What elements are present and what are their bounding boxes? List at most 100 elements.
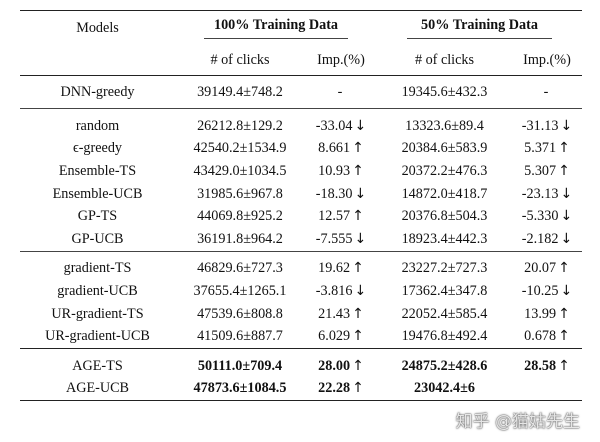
trend-arrow-icon: ↑ (352, 260, 364, 277)
trend-arrow-icon: ↑ (352, 328, 364, 345)
imp-cell-100: -7.555 ↓ (315, 230, 367, 247)
model-cell: gradient-UCB (57, 282, 138, 299)
trend-arrow-icon: ↑ (558, 162, 570, 179)
clicks-cell-50: 23042.4±6 (414, 380, 475, 397)
imp-cell-100: -33.04 ↓ (315, 117, 367, 134)
table-row: AGE-UCB 47873.6±1084.5 22.28 ↑ 23042.4±6 (20, 378, 582, 401)
trend-arrow-icon: ↑ (352, 208, 364, 225)
models-header: Models (76, 19, 119, 36)
clicks-cell-100: 44069.8±925.2 (197, 208, 283, 225)
clicks-cell-50: 20376.8±504.3 (401, 208, 488, 225)
table-row: gradient-UCB 37655.4±1265.1 -3.816 ↓ 17362.4… (20, 280, 582, 303)
imp-cell-100: 6.029 ↑ (318, 328, 364, 345)
imp-cell-50: -10.25 ↓ (521, 282, 573, 299)
clicks-cell-100: 36191.8±964.2 (197, 230, 283, 247)
trend-arrow-icon: ↓ (560, 208, 573, 225)
group-header-50: 50% Training Data (377, 11, 582, 46)
clicks-header-50: # of clicks (414, 51, 475, 68)
trend-arrow-icon: ↑ (558, 357, 570, 374)
imp-cell-50: 13.99 ↑ (524, 305, 570, 322)
header-row-1: Models 100% Training Data 50% Training D… (20, 10, 582, 46)
trend-arrow-icon: ↑ (352, 162, 364, 179)
clicks-cell-50: 23227.2±727.3 (401, 260, 488, 277)
group-header-100: 100% Training Data (175, 11, 377, 46)
model-cell: UR-gradient-UCB (45, 328, 150, 345)
model-cell: Ensemble-TS (58, 162, 137, 179)
clicks-cell-50: 14872.0±418.7 (401, 185, 488, 202)
imp-cell-100: 22.28 ↑ (318, 380, 364, 397)
clicks-cell-100: 42540.2±1534.9 (193, 140, 287, 157)
model-cell: ϵ-greedy (72, 140, 123, 157)
imp-cell-100: -3.816 ↓ (315, 282, 367, 299)
trend-arrow-icon: ↓ (560, 282, 573, 299)
clicks-cell-100: 47873.6±1084.5 (193, 380, 287, 397)
imp-cell-100: 19.62 ↑ (318, 260, 364, 277)
model-cell: gradient-TS (63, 260, 132, 277)
imp-cell-100: -18.30 ↓ (315, 185, 367, 202)
table-row: Ensemble-UCB 31985.6±967.8 -18.30 ↓ 14872.0±… (20, 183, 582, 206)
trend-arrow-icon: ↑ (352, 380, 364, 397)
table-row: GP-UCB 36191.8±964.2 -7.555 ↓ 18923.4±442.3 -… (20, 228, 582, 251)
table-row: GP-TS 44069.8±925.2 12.57 ↑ 20376.8±504.3 -5.… (20, 205, 582, 228)
table-row: UR-gradient-UCB 41509.6±887.7 6.029 ↑ 19476.… (20, 325, 582, 348)
imp-cell-50: - (543, 83, 549, 100)
clicks-cell-100: 47539.6±808.8 (197, 305, 283, 322)
trend-arrow-icon: ↓ (560, 185, 573, 202)
table-row: random 26212.8±129.2 -33.04 ↓ 13323.6±89.4 -3… (20, 108, 582, 138)
trend-arrow-icon: ↓ (354, 230, 367, 247)
clicks-cell-50: 17362.4±347.8 (401, 282, 488, 299)
clicks-cell-50: 22052.4±585.4 (401, 305, 488, 322)
imp-cell-50: -31.13 ↓ (521, 117, 573, 134)
clicks-cell-50: 20384.6±583.9 (401, 140, 488, 157)
model-cell: random (75, 117, 120, 134)
model-cell: Ensemble-UCB (52, 185, 143, 202)
clicks-cell-50: 24875.2±428.6 (401, 357, 488, 374)
watermark: 知乎 @猫姑先生 (455, 412, 580, 432)
model-cell: DNN-greedy (60, 83, 135, 100)
clicks-cell-100: 46829.6±727.3 (197, 260, 283, 277)
model-cell: GP-TS (77, 208, 118, 225)
table-row: ϵ-greedy 42540.2±1534.9 8.661 ↑ 20384.6±583.… (20, 138, 582, 161)
header-row-2: # of clicks Imp.(%) # of clicks Imp.(%) (20, 45, 582, 76)
clicks-cell-50: 13323.6±89.4 (405, 117, 484, 134)
clicks-cell-100: 50111.0±709.4 (197, 357, 283, 374)
imp-cell-50: -5.330 ↓ (521, 208, 573, 225)
table-row: gradient-TS 46829.6±727.3 19.62 ↑ 23227.2±72… (20, 251, 582, 280)
table-row: Ensemble-TS 43429.0±1034.5 10.93 ↑ 20372.2±4… (20, 160, 582, 183)
clicks-cell-100: 37655.4±1265.1 (193, 282, 287, 299)
clicks-cell-100: 39149.4±748.2 (197, 83, 283, 100)
trend-arrow-icon: ↓ (354, 117, 367, 134)
imp-header-50: Imp.(%) (523, 51, 571, 68)
table-row: UR-gradient-TS 47539.6±808.8 21.43 ↑ 22052.4… (20, 303, 582, 326)
imp-cell-50: 20.07 ↑ (524, 260, 570, 277)
trend-arrow-icon: ↑ (352, 305, 364, 322)
model-cell: AGE-TS (72, 357, 123, 374)
trend-arrow-icon: ↑ (558, 328, 570, 345)
results-table: Models 100% Training Data 50% Training D… (20, 10, 582, 401)
model-cell: GP-UCB (71, 230, 124, 247)
clicks-cell-50: 20372.2±476.3 (401, 162, 488, 179)
trend-arrow-icon: ↑ (352, 357, 364, 374)
trend-arrow-icon: ↑ (352, 140, 364, 157)
imp-cell-50: 5.371 ↑ (524, 140, 570, 157)
clicks-cell-50: 19345.6±432.3 (401, 83, 488, 100)
trend-arrow-icon: ↓ (354, 185, 367, 202)
imp-header-100: Imp.(%) (317, 51, 365, 68)
imp-cell-50: 0.678 ↑ (524, 328, 570, 345)
imp-cell-100: 21.43 ↑ (318, 305, 364, 322)
trend-arrow-icon: ↑ (558, 260, 570, 277)
clicks-cell-50: 18923.4±442.3 (401, 230, 488, 247)
imp-cell-100: 10.93 ↑ (318, 162, 364, 179)
trend-arrow-icon: ↓ (354, 282, 367, 299)
clicks-cell-100: 31985.6±967.8 (197, 185, 283, 202)
clicks-cell-100: 26212.8±129.2 (197, 117, 283, 134)
imp-cell-50: -23.13 ↓ (521, 185, 573, 202)
imp-cell-100: - (337, 83, 343, 100)
trend-arrow-icon: ↓ (560, 230, 573, 247)
clicks-cell-50: 19476.8±492.4 (401, 328, 488, 345)
clicks-header-100: # of clicks (210, 51, 270, 68)
trend-arrow-icon: ↑ (558, 140, 570, 157)
model-cell: AGE-UCB (65, 380, 130, 397)
table-row: DNN-greedy 39149.4±748.2 - 19345.6±432.3 - (20, 75, 582, 109)
trend-arrow-icon: ↓ (560, 117, 573, 134)
